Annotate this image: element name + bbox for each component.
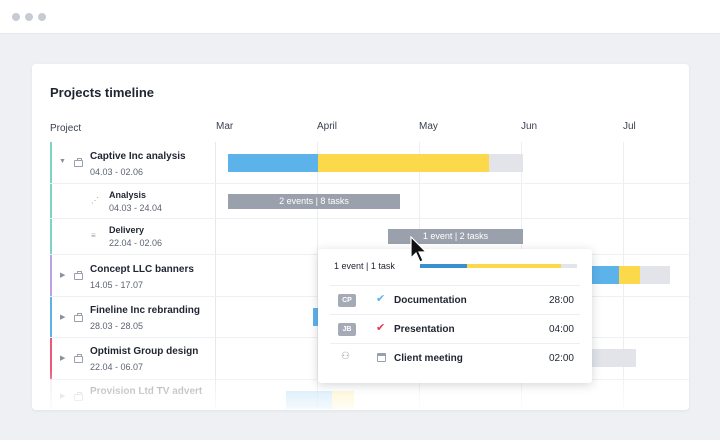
project-row-captive[interactable]: ▼ Captive Inc analysis 04.03 - 02.06 [50, 142, 689, 184]
window-titlebar [0, 0, 720, 34]
timeline-bar-provision-yellow[interactable] [332, 391, 354, 409]
check-icon: ✔ [376, 322, 386, 334]
popup-item-documentation[interactable]: CP ✔ Documentation 28:00 [330, 285, 580, 314]
project-dates: 22.04 - 06.07 [90, 362, 144, 372]
project-dates: 04.03 - 02.06 [90, 167, 144, 177]
project-dates: 14.05 - 17.07 [90, 280, 144, 290]
subproject-dates: 22.04 - 02.06 [109, 238, 163, 248]
subproject-dates: 04.03 - 24.04 [109, 203, 163, 213]
timeline-bar-concept-blue[interactable] [592, 266, 619, 284]
check-icon: ✔ [376, 293, 386, 305]
briefcase-icon [74, 313, 83, 322]
progress-blue-segment [420, 264, 467, 268]
timeline-bar-captive-grey[interactable] [489, 154, 523, 172]
item-name: Documentation [394, 295, 467, 306]
briefcase-icon [74, 354, 83, 363]
project-name: Captive Inc analysis [90, 151, 186, 162]
item-name: Presentation [394, 324, 455, 335]
month-jul: Jul [623, 121, 636, 132]
subproject-row-analysis[interactable]: ⋰ Analysis 04.03 - 24.04 [50, 184, 689, 219]
month-mar: Mar [216, 121, 234, 132]
timeline-bar-analysis[interactable]: 2 events | 8 tasks [228, 194, 400, 209]
timeline-bar-provision-blue[interactable] [286, 391, 332, 409]
timeline-bar-captive-yellow[interactable] [318, 154, 489, 172]
month-jun: Jun [521, 121, 538, 132]
assignee-badge: JB [338, 323, 356, 336]
row-accent [50, 338, 52, 379]
window-dot-2 [25, 13, 33, 21]
row-accent [50, 142, 52, 183]
subproject-name: Analysis [109, 190, 147, 200]
row-accent [50, 219, 52, 254]
popup-progress-bar [420, 264, 577, 268]
project-name: Fineline Inc rebranding [90, 305, 201, 316]
project-column-header: Project [50, 123, 82, 134]
timeline-bar-concept-grey[interactable] [640, 266, 670, 284]
project-name: Optimist Group design [90, 346, 199, 357]
assignee-badge: CP [338, 294, 356, 307]
briefcase-icon [74, 158, 83, 167]
project-name: Provision Ltd TV advert [90, 386, 203, 397]
project-row-provision[interactable]: ▶ Provision Ltd TV advert [50, 380, 689, 410]
caret-right-icon[interactable]: ▶ [60, 314, 66, 321]
item-time: 28:00 [548, 295, 574, 306]
item-time: 02:00 [548, 353, 574, 364]
lines-icon: ≡ [91, 231, 96, 240]
project-dates: 28.03 - 28.05 [90, 321, 144, 331]
item-time: 04:00 [548, 324, 574, 335]
project-name: Concept LLC banners [90, 264, 194, 275]
row-accent [50, 380, 52, 410]
caret-right-icon[interactable]: ▶ [60, 355, 66, 362]
month-may: May [419, 121, 438, 132]
briefcase-icon [74, 271, 83, 280]
item-name: Client meeting [394, 353, 463, 364]
people-icon: ⚇ [341, 351, 350, 362]
row-accent [50, 255, 52, 296]
row-accent [50, 184, 52, 218]
caret-down-icon[interactable]: ▼ [59, 158, 66, 165]
timeline-bar-captive-blue[interactable] [228, 154, 318, 172]
delivery-popup[interactable]: 1 event | 1 task CP ✔ Documentation 28:0… [318, 249, 592, 383]
column-separator [215, 142, 216, 410]
subproject-name: Delivery [109, 225, 145, 235]
dashed-bracket-icon: ⋰ [91, 196, 99, 205]
timeline-bar-concept-yellow[interactable] [619, 266, 640, 284]
month-april: April [317, 121, 338, 132]
caret-right-icon[interactable]: ▶ [60, 393, 66, 400]
gridline-april [317, 142, 318, 410]
briefcase-icon [74, 392, 83, 401]
window-dot-3 [38, 13, 46, 21]
popup-summary: 1 event | 1 task [334, 261, 395, 271]
calendar-icon [377, 353, 386, 362]
timeline-bar-delivery[interactable]: 1 event | 2 tasks [388, 229, 523, 244]
popup-item-client-meeting[interactable]: ⚇ Client meeting 02:00 [330, 343, 580, 372]
popup-item-presentation[interactable]: JB ✔ Presentation 04:00 [330, 314, 580, 343]
caret-right-icon[interactable]: ▶ [60, 272, 66, 279]
window-dot-1 [12, 13, 20, 21]
progress-yellow-segment [467, 264, 561, 268]
card-title: Projects timeline [50, 85, 155, 100]
row-accent [50, 297, 52, 337]
mouse-cursor-icon [410, 236, 428, 263]
